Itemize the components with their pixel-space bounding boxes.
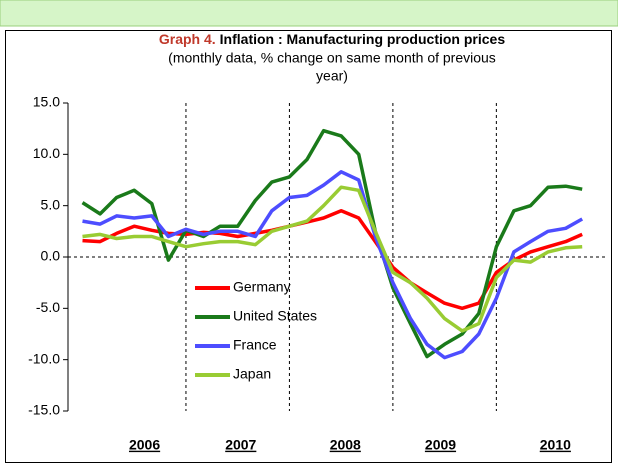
top-band bbox=[0, 0, 618, 27]
x-tick-label: 2010 bbox=[540, 437, 571, 453]
x-tick-label: 2008 bbox=[330, 437, 361, 453]
series-line bbox=[82, 170, 584, 360]
subtitle: year) bbox=[316, 68, 348, 84]
y-tick-label: 0.0 bbox=[41, 248, 61, 264]
chart-frame bbox=[5, 30, 612, 463]
title-text: Inflation : Manufacturing production pri… bbox=[220, 31, 506, 47]
legend-label: France bbox=[233, 337, 277, 353]
x-tick-label: 2009 bbox=[425, 437, 456, 453]
series-line bbox=[82, 185, 583, 333]
y-tick-label: -15.0 bbox=[28, 402, 60, 418]
y-tick-label: 10.0 bbox=[33, 145, 60, 161]
legend-label: United States bbox=[233, 308, 317, 324]
series-line bbox=[81, 128, 583, 359]
y-tick-label: -10.0 bbox=[28, 350, 60, 366]
x-tick-label: 2006 bbox=[129, 437, 160, 453]
y-tick-label: 5.0 bbox=[41, 196, 61, 212]
y-tick-label: 15.0 bbox=[33, 94, 60, 110]
x-tick-label: 2007 bbox=[225, 437, 256, 453]
chart-title: Graph 4. Inflation : Manufacturing produc… bbox=[159, 31, 505, 47]
legend-label: Japan bbox=[233, 366, 271, 382]
subtitle: (monthly data, % change on same month of… bbox=[168, 50, 496, 66]
legend-label: Germany bbox=[233, 279, 291, 295]
y-tick-label: -5.0 bbox=[36, 299, 60, 315]
title-label: Graph 4. bbox=[159, 31, 216, 47]
